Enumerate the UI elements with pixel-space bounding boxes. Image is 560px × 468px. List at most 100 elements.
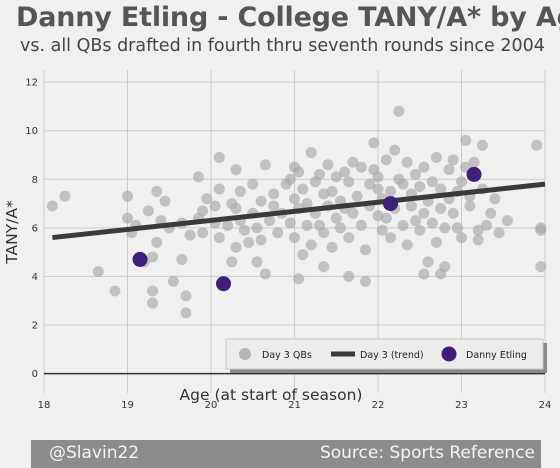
data-point-day3-qb (359, 275, 371, 287)
data-point-day3-qb (213, 151, 225, 163)
y-axis-label: TANY/A* (3, 200, 21, 265)
data-point-day3-qb (147, 297, 159, 309)
data-point-day3-qb (347, 207, 359, 219)
data-point-danny-etling (132, 251, 148, 267)
data-point-day3-qb (489, 193, 501, 205)
data-point-day3-qb (326, 241, 338, 253)
data-point-day3-qb (297, 183, 309, 195)
data-point-day3-qb (176, 253, 188, 265)
y-tick-label: 12 (25, 78, 38, 89)
x-tick-label: 23 (455, 400, 468, 411)
data-point-day3-qb (197, 205, 209, 217)
data-point-day3-qb (213, 232, 225, 244)
data-point-day3-qb (376, 224, 388, 236)
data-point-day3-qb (230, 164, 242, 176)
data-point-day3-qb (343, 176, 355, 188)
data-point-day3-qb (147, 251, 159, 263)
legend-label-day3-qbs: Day 3 QBs (262, 350, 312, 361)
data-point-day3-qb (535, 224, 547, 236)
data-point-day3-qb (201, 193, 213, 205)
data-point-day3-qb (472, 234, 484, 246)
data-point-day3-qb (167, 275, 179, 287)
data-point-day3-qb (343, 232, 355, 244)
data-point-day3-qb (372, 210, 384, 222)
data-point-day3-qb (251, 222, 263, 234)
data-point-day3-qb (397, 219, 409, 231)
data-point-day3-qb (435, 268, 447, 280)
data-point-day3-qb (430, 236, 442, 248)
data-point-day3-qb (359, 244, 371, 256)
data-point-day3-qb (389, 144, 401, 156)
data-point-day3-qb (343, 270, 355, 282)
data-point-day3-qb (92, 266, 104, 278)
author-handle: @Slavin22 (49, 443, 140, 463)
legend-box (225, 338, 544, 370)
data-point-day3-qb (222, 219, 234, 231)
data-point-day3-qb (456, 232, 467, 244)
data-point-day3-qb (305, 239, 317, 251)
data-point-day3-qb (255, 234, 267, 246)
data-point-day3-qb (372, 171, 384, 183)
data-point-day3-qb (263, 215, 275, 227)
data-point-day3-qb (272, 227, 284, 239)
data-point-day3-qb (493, 227, 505, 239)
data-point-day3-qb (192, 171, 204, 183)
data-point-day3-qb (368, 137, 380, 149)
data-point-day3-qb (426, 176, 438, 188)
data-point-day3-qb (347, 156, 359, 168)
data-point-day3-qb (485, 207, 497, 219)
legend-marker-day3-qbs (239, 348, 251, 360)
footer-bar: @Slavin22 Source: Sports Reference (31, 440, 541, 468)
data-point-day3-qb (351, 190, 363, 202)
data-point-day3-qb (301, 219, 313, 231)
trend-line (52, 181, 546, 241)
x-tick-label: 20 (205, 400, 218, 411)
y-tick-label: 6 (32, 223, 38, 234)
data-point-day3-qb (418, 207, 430, 219)
data-point-day3-qb (364, 178, 376, 190)
data-point-day3-qb (226, 256, 238, 268)
data-point-day3-qb (109, 285, 121, 297)
data-point-day3-qb (297, 249, 309, 261)
legend-marker-etling (441, 346, 457, 362)
data-point-day3-qb (535, 261, 547, 273)
data-point-day3-qb (318, 227, 330, 239)
data-point-day3-qb (401, 239, 413, 251)
y-tick-label: 4 (32, 272, 38, 283)
trend-line-layer (52, 181, 546, 241)
data-point-day3-qb (259, 159, 271, 171)
y-tick-label: 8 (32, 175, 38, 186)
data-point-day3-qb (293, 273, 305, 285)
data-point-day3-qb (401, 156, 413, 168)
data-point-day3-qb (472, 224, 484, 236)
data-point-day3-qb (339, 166, 351, 178)
data-point-day3-qb (422, 256, 434, 268)
data-point-day3-qb (385, 185, 397, 197)
data-point-day3-qb (59, 190, 71, 202)
data-point-day3-qb (180, 307, 192, 319)
data-point-day3-qb (268, 188, 280, 200)
data-point-day3-qb (414, 224, 426, 236)
data-point-day3-qb (447, 207, 459, 219)
data-point-day3-qb (289, 193, 300, 205)
legend: Day 3 QBs Day 3 (trend) Danny Etling (225, 338, 547, 373)
data-point-day3-qb (301, 198, 313, 210)
data-point-day3-qb (451, 222, 463, 234)
data-point-day3-qb (481, 219, 493, 231)
data-point-day3-qb (151, 185, 163, 197)
data-point-day3-qb (380, 154, 392, 166)
data-point-day3-qb (209, 200, 221, 212)
data-point-day3-qb (314, 168, 326, 180)
data-point-day3-qb (334, 222, 346, 234)
data-point-day3-qb (180, 290, 192, 302)
data-point-day3-qb (255, 195, 267, 207)
data-point-day3-qb (318, 261, 330, 273)
data-point-day3-qb (397, 178, 409, 190)
x-tick-label: 21 (288, 400, 301, 411)
data-point-day3-qb (418, 161, 430, 173)
y-tick-label: 10 (25, 126, 38, 137)
data-point-day3-qb (330, 171, 342, 183)
data-point-day3-qb (410, 215, 422, 227)
